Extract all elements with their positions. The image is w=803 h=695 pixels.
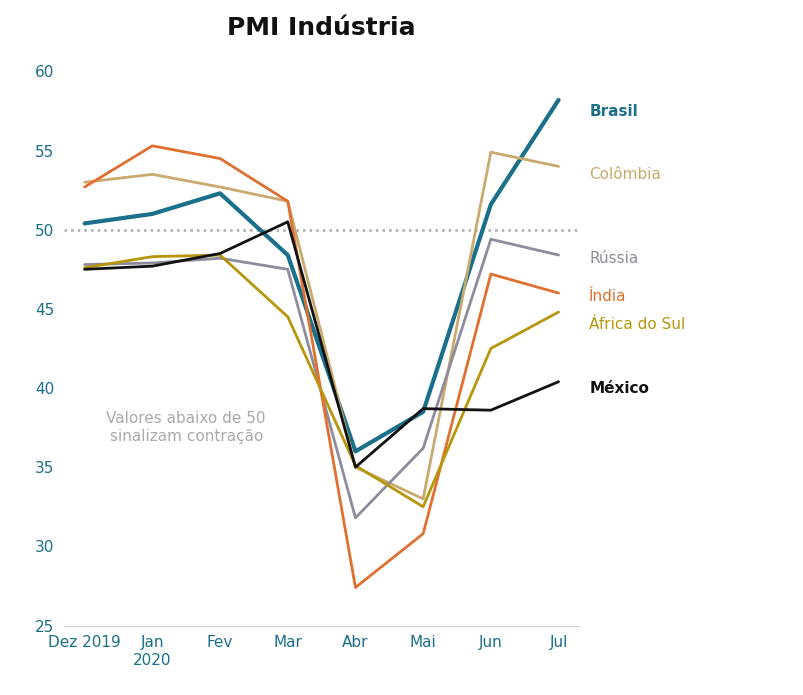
Title: PMI Indústria: PMI Indústria xyxy=(227,16,415,40)
Text: Brasil: Brasil xyxy=(589,104,637,119)
Text: África do Sul: África do Sul xyxy=(589,317,685,332)
Text: Valores abaixo de 50
sinalizam contração: Valores abaixo de 50 sinalizam contração xyxy=(106,411,266,444)
Text: Índia: Índia xyxy=(589,288,626,304)
Text: México: México xyxy=(589,381,648,395)
Text: Colômbia: Colômbia xyxy=(589,167,660,182)
Text: Rússia: Rússia xyxy=(589,251,638,265)
